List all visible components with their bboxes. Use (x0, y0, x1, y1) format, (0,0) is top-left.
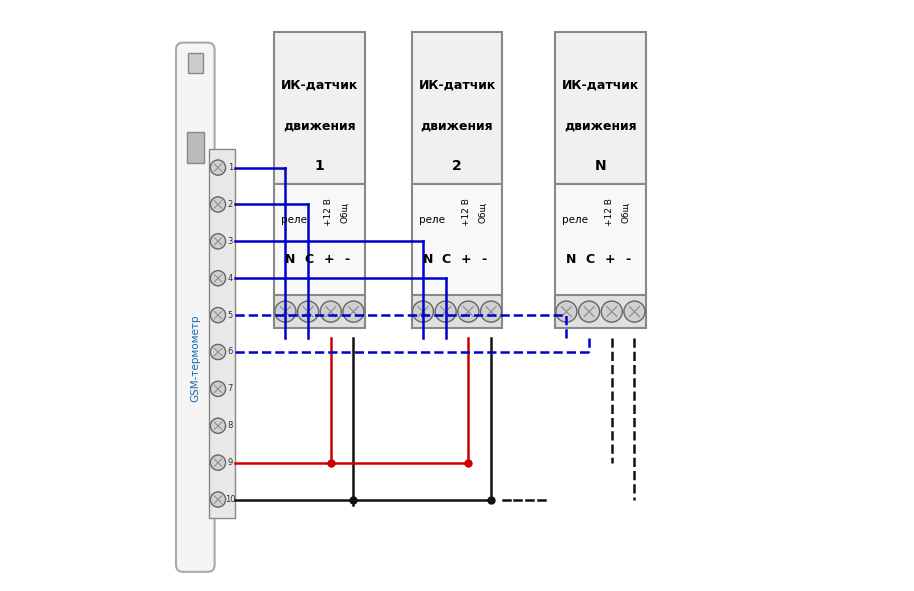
Text: GSM-термометр: GSM-термометр (190, 315, 200, 402)
Bar (411, 296, 503, 327)
Circle shape (210, 418, 226, 433)
Circle shape (458, 301, 479, 322)
Text: 6: 6 (228, 348, 233, 356)
Bar (411, 184, 503, 296)
Circle shape (210, 197, 226, 212)
Circle shape (320, 301, 341, 322)
Circle shape (601, 301, 622, 322)
Text: 10: 10 (225, 495, 236, 504)
Text: Общ: Общ (340, 202, 349, 223)
Text: C: C (441, 254, 451, 267)
Circle shape (210, 160, 226, 175)
Text: движения: движения (283, 120, 356, 133)
FancyBboxPatch shape (176, 43, 215, 572)
Text: Общ: Общ (622, 202, 631, 223)
Text: +12 В: +12 В (324, 198, 333, 226)
Text: C: C (304, 254, 314, 267)
Bar (274, 296, 365, 327)
Text: ИК-датчик: ИК-датчик (281, 79, 358, 92)
Text: +: + (324, 254, 334, 267)
Text: +: + (604, 254, 615, 267)
Text: 2: 2 (452, 159, 462, 173)
Circle shape (210, 233, 226, 249)
Circle shape (624, 301, 645, 322)
Bar (188, 53, 203, 73)
Bar (555, 184, 646, 296)
Circle shape (210, 345, 226, 359)
Text: 2: 2 (228, 200, 233, 209)
Text: 3: 3 (228, 237, 233, 246)
Circle shape (210, 307, 226, 323)
Text: ИК-датчик: ИК-датчик (562, 79, 639, 92)
Text: движения: движения (420, 120, 494, 133)
Text: реле: реле (419, 215, 444, 225)
Circle shape (435, 301, 456, 322)
Text: 7: 7 (228, 384, 233, 394)
Circle shape (579, 301, 600, 322)
Bar (186, 132, 204, 163)
Bar (208, 149, 235, 518)
Circle shape (210, 271, 226, 286)
Text: реле: реле (562, 215, 588, 225)
Bar (274, 32, 365, 184)
Text: N: N (423, 254, 433, 267)
Text: 1: 1 (228, 163, 233, 172)
Text: 5: 5 (228, 311, 233, 320)
Text: Общ: Общ (478, 202, 487, 223)
Circle shape (210, 381, 226, 397)
Bar (411, 32, 503, 184)
Circle shape (412, 301, 433, 322)
Text: +12 В: +12 В (605, 198, 614, 226)
Text: +: + (461, 254, 472, 267)
Text: 9: 9 (228, 458, 233, 467)
Text: 1: 1 (314, 159, 324, 173)
Circle shape (343, 301, 364, 322)
Text: движения: движения (564, 120, 637, 133)
Text: +12 В: +12 В (462, 198, 471, 226)
Text: -: - (344, 254, 349, 267)
Text: N: N (595, 159, 606, 173)
Text: N: N (285, 254, 295, 267)
Circle shape (481, 301, 502, 322)
Circle shape (556, 301, 577, 322)
Text: -: - (482, 254, 487, 267)
Text: 4: 4 (228, 274, 233, 282)
Circle shape (210, 455, 226, 470)
Text: реле: реле (281, 215, 307, 225)
Circle shape (275, 301, 296, 322)
Circle shape (210, 492, 226, 507)
Bar (274, 184, 365, 296)
Text: -: - (625, 254, 631, 267)
Bar (555, 296, 646, 327)
Text: C: C (585, 254, 594, 267)
Text: ИК-датчик: ИК-датчик (419, 79, 495, 92)
Text: 8: 8 (228, 421, 233, 430)
Text: N: N (566, 254, 577, 267)
Circle shape (298, 301, 319, 322)
Bar (555, 32, 646, 184)
